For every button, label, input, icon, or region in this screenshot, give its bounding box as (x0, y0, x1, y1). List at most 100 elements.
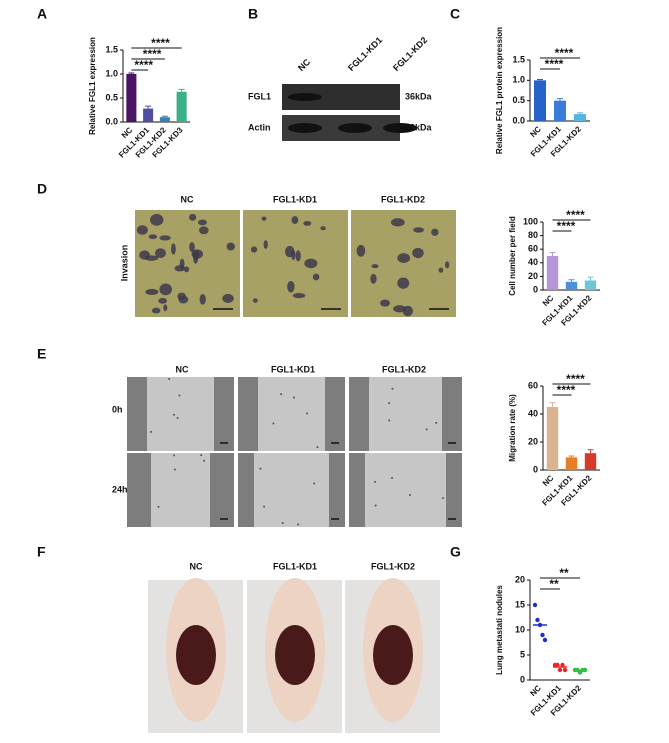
y-axis-title: Relative FGL1 expression (88, 37, 97, 135)
point (542, 637, 548, 643)
sig-label: **** (143, 47, 162, 61)
sig-label: **** (566, 208, 585, 222)
cell-front (329, 453, 345, 527)
cell (263, 505, 266, 508)
y-tick-label: 15 (515, 599, 525, 609)
y-tick-label: 10 (515, 624, 525, 634)
error-bar (587, 276, 594, 281)
error-bar (568, 455, 575, 458)
y-tick-label: 100 (523, 216, 538, 226)
cell (444, 261, 450, 269)
bar (565, 281, 578, 290)
panel-label: D (37, 181, 47, 197)
cell (159, 235, 171, 241)
y-tick-label: 0 (520, 674, 525, 684)
cell (391, 387, 394, 390)
lane-label: NC (296, 56, 313, 73)
cell (222, 293, 234, 304)
micrograph (243, 210, 348, 317)
point (532, 602, 538, 608)
y-axis-title: Migration rate (%) (508, 394, 517, 462)
cell (150, 430, 153, 433)
sig-label: ** (559, 566, 569, 580)
cell (438, 267, 444, 273)
row-label: Invasion (119, 245, 129, 282)
cell (397, 277, 410, 289)
cell (295, 250, 301, 262)
cell (435, 421, 438, 424)
column-header: FGL1-KD1 (271, 364, 315, 374)
blot-band (383, 123, 417, 133)
sig-label: **** (557, 219, 576, 233)
cell (413, 227, 424, 233)
point (540, 632, 545, 638)
cell-front (349, 377, 369, 451)
column-header: NC (190, 561, 203, 571)
cell (374, 480, 377, 483)
cell (297, 523, 300, 526)
sig-label: **** (555, 46, 574, 60)
organs (176, 625, 216, 685)
lane-label: FGL1-KD2 (391, 35, 429, 73)
cell (261, 216, 267, 221)
y-axis-title: Cell number per field (508, 216, 517, 296)
error-bar (557, 98, 563, 101)
y-tick-label: 80 (528, 230, 538, 240)
bar (534, 80, 546, 121)
cell (136, 225, 148, 235)
point (535, 617, 540, 623)
cell (306, 412, 309, 415)
bar (584, 453, 597, 470)
lane-label: FGL1-KD1 (346, 35, 384, 73)
y-tick-label: 0.0 (105, 116, 118, 126)
cell (320, 226, 326, 231)
point (560, 662, 565, 668)
cell (370, 273, 377, 284)
cell (176, 416, 179, 419)
y-axis-title: Lung metastati nodules (495, 585, 504, 675)
panel-label: E (37, 346, 46, 362)
error-bar (145, 105, 152, 109)
bar (574, 114, 586, 121)
micrograph (238, 453, 345, 527)
y-tick-label: 60 (528, 244, 538, 254)
y-tick-label: 0.0 (512, 115, 525, 125)
cell (292, 396, 295, 399)
cell (193, 251, 199, 264)
error-bar (549, 252, 556, 256)
y-tick-label: 0 (533, 464, 538, 474)
cell (287, 280, 295, 293)
cell (391, 476, 394, 479)
cell-front (238, 453, 254, 527)
cell (291, 216, 299, 225)
sig-label: ** (549, 577, 559, 591)
cell (316, 446, 319, 449)
y-tick-label: 40 (528, 408, 538, 418)
error-bar (549, 402, 556, 407)
blot-band (288, 123, 322, 133)
cell (199, 294, 206, 305)
point (557, 667, 563, 673)
column-header: FGL1-KD1 (273, 194, 317, 204)
bar (126, 74, 137, 122)
y-axis-title: Relative FGL1 protein expression (495, 27, 504, 154)
x-tick-label: NC (528, 683, 543, 698)
size-label: 36kDa (405, 91, 433, 101)
bar (546, 256, 559, 290)
cell (441, 497, 444, 500)
cell (250, 246, 258, 253)
cell (425, 428, 428, 431)
cell (412, 247, 424, 259)
sig-label: **** (545, 57, 564, 71)
cell (189, 213, 197, 221)
error-bar (568, 279, 575, 282)
blot-band (338, 123, 372, 133)
cell (356, 244, 366, 257)
row-label: 0h (112, 404, 123, 414)
cell (388, 419, 391, 422)
y-tick-label: 1.0 (512, 75, 525, 85)
panel-label: F (37, 544, 46, 560)
cell (397, 253, 411, 263)
cell (263, 240, 268, 249)
